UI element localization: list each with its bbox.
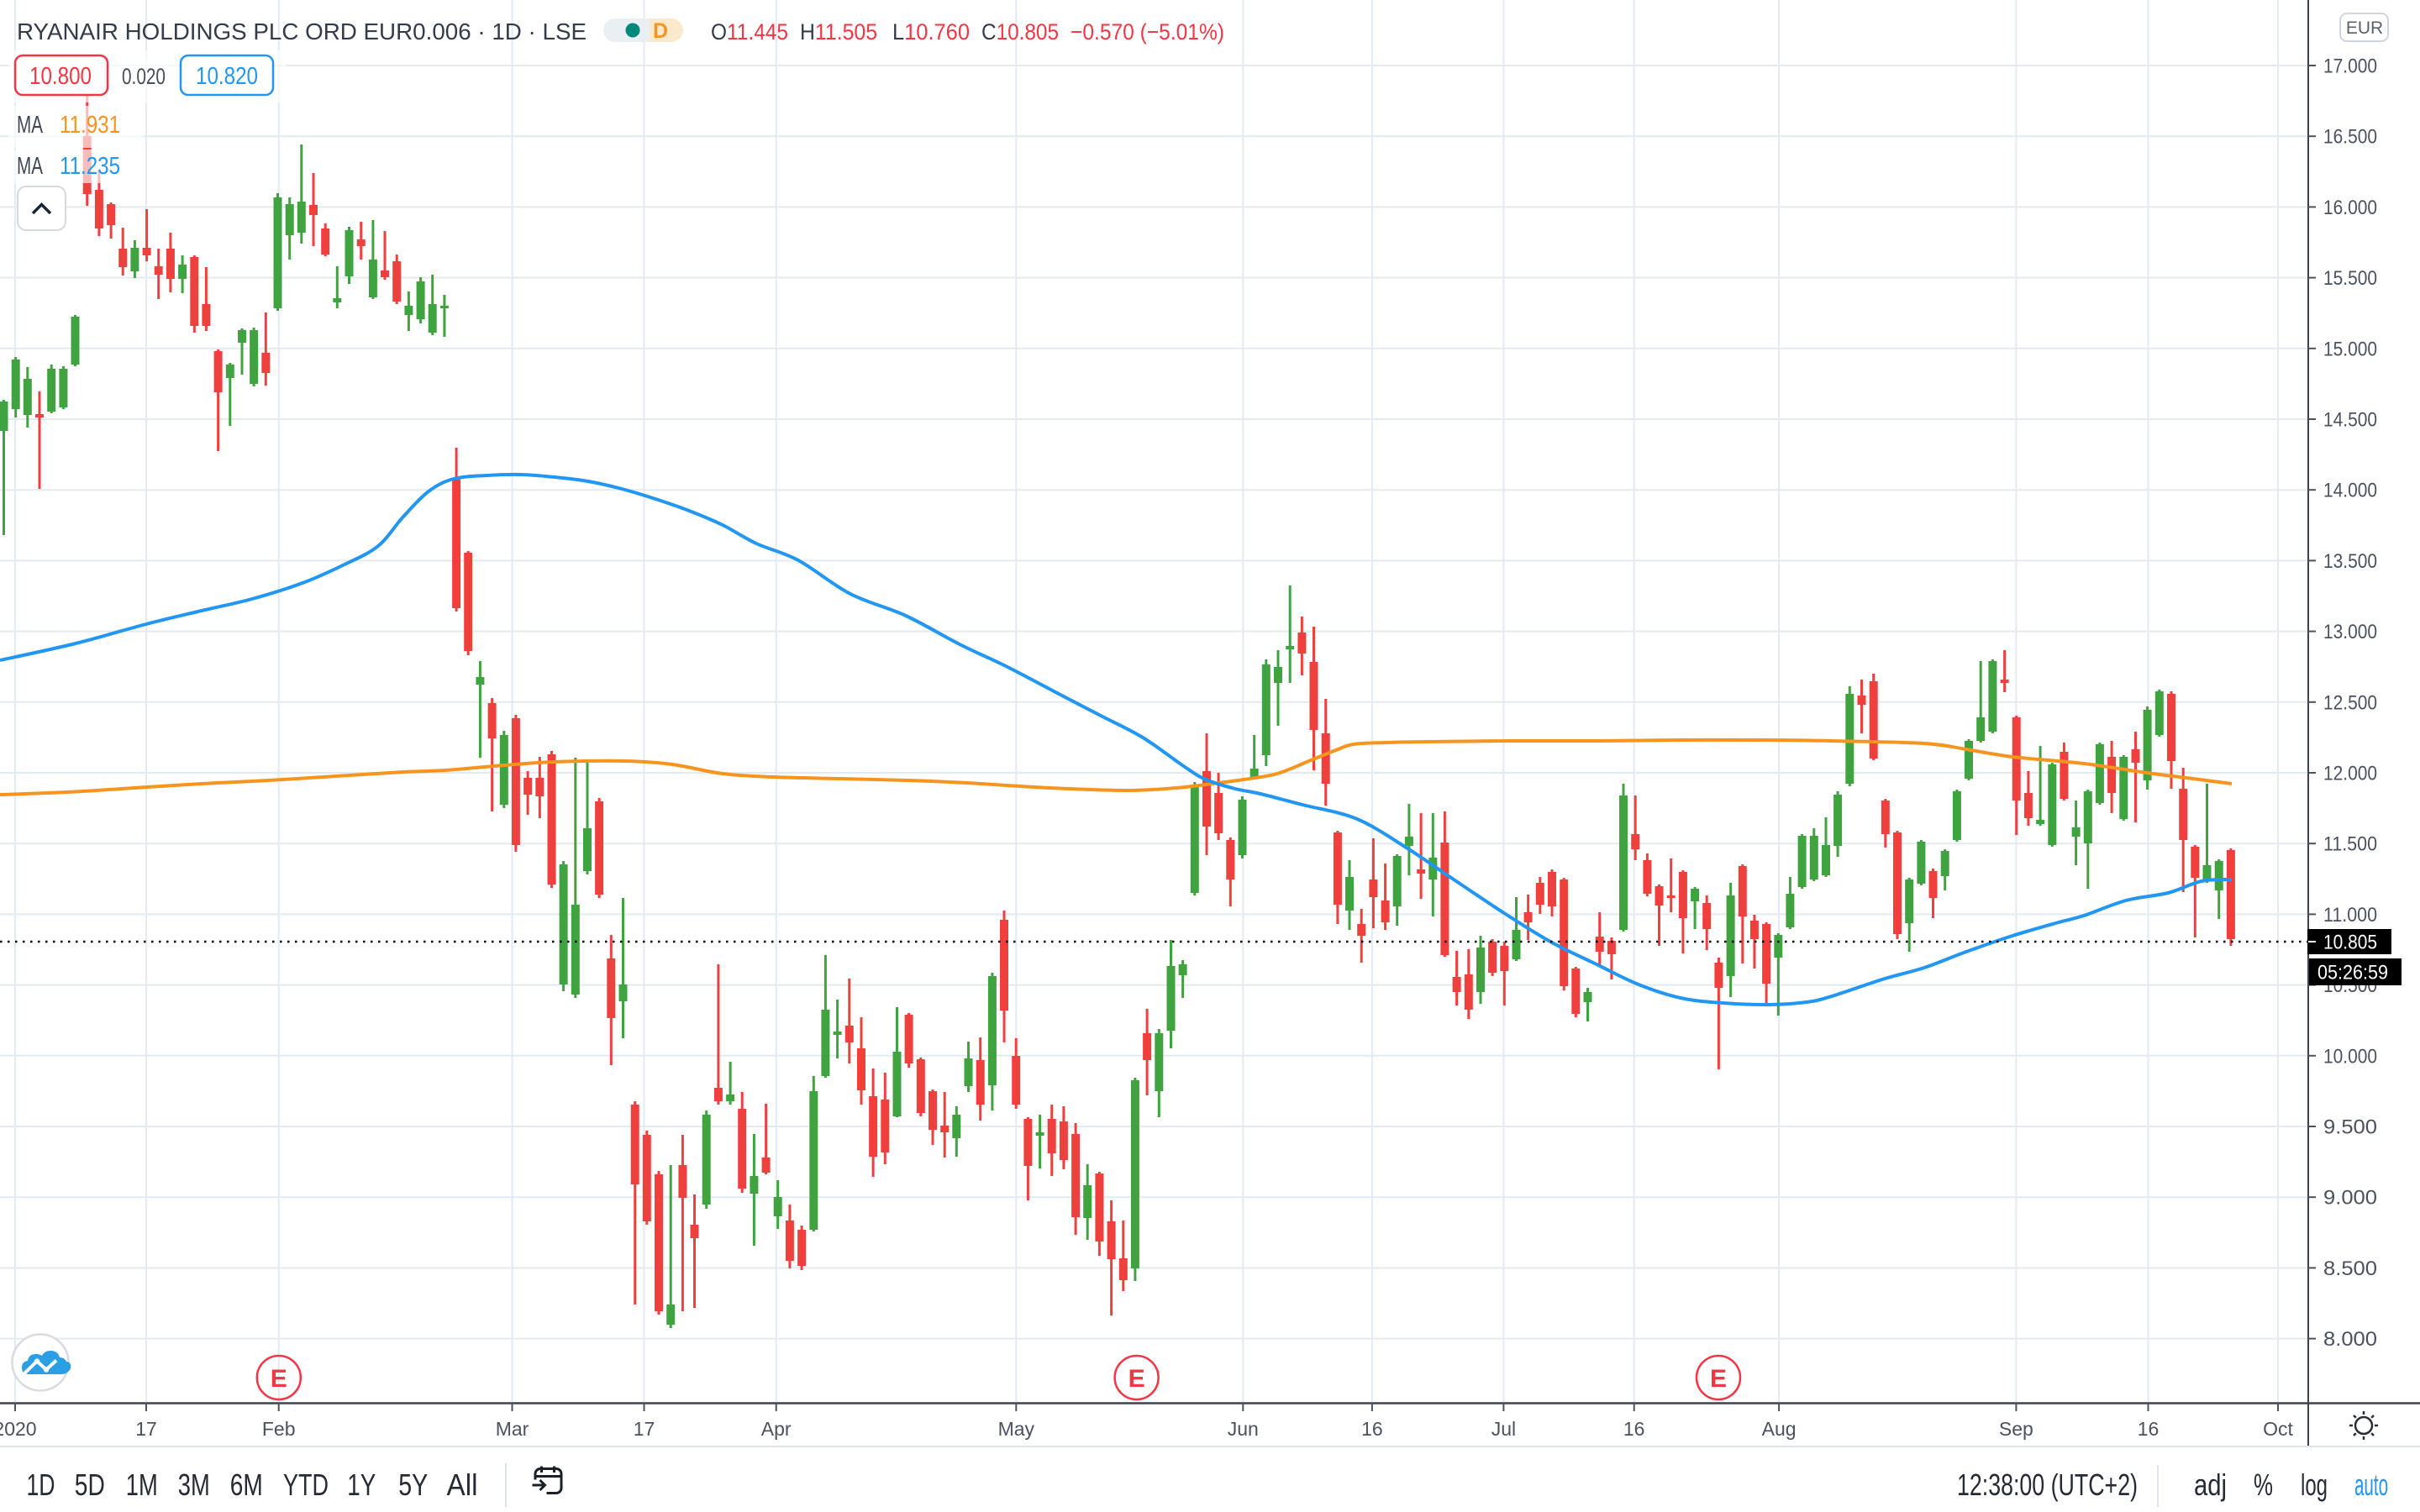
svg-text:9.500: 9.500 (2323, 1116, 2377, 1139)
svg-text:Jul: Jul (1491, 1418, 1516, 1440)
svg-text:5D: 5D (75, 1467, 105, 1502)
svg-text:1M: 1M (126, 1467, 158, 1502)
svg-text:17: 17 (634, 1418, 655, 1440)
svg-text:9.000: 9.000 (2323, 1187, 2377, 1210)
svg-text:17.000: 17.000 (2323, 55, 2377, 78)
svg-text:D: D (653, 19, 668, 43)
svg-text:14.000: 14.000 (2323, 480, 2377, 502)
svg-text:15.000: 15.000 (2323, 338, 2377, 360)
svg-text:17: 17 (135, 1418, 157, 1440)
svg-text:12:38:00 (UTC+2): 12:38:00 (UTC+2) (1957, 1467, 2138, 1502)
svg-text:10.000: 10.000 (2323, 1045, 2377, 1068)
svg-text:E: E (271, 1365, 287, 1393)
svg-text:10.820: 10.820 (196, 63, 258, 90)
svg-text:auto: auto (2354, 1467, 2388, 1502)
svg-text:10.805: 10.805 (2323, 932, 2377, 954)
svg-text:C10.805: C10.805 (981, 19, 1059, 45)
svg-text:%: % (2254, 1467, 2273, 1502)
svg-text:E: E (1710, 1365, 1727, 1393)
svg-text:MA: MA (17, 153, 43, 180)
svg-text:Apr: Apr (761, 1418, 792, 1440)
svg-text:11.500: 11.500 (2323, 833, 2377, 856)
svg-text:2020: 2020 (0, 1418, 37, 1440)
svg-text:11.235: 11.235 (60, 153, 120, 180)
svg-text:05:26:59: 05:26:59 (2317, 962, 2388, 984)
svg-text:12.000: 12.000 (2323, 763, 2377, 785)
svg-text:16: 16 (1623, 1418, 1645, 1440)
svg-text:adj: adj (2194, 1467, 2227, 1502)
svg-text:H11.505: H11.505 (800, 19, 877, 45)
svg-text:EUR: EUR (2346, 18, 2383, 38)
svg-text:1D: 1D (27, 1467, 55, 1502)
svg-text:6M: 6M (230, 1467, 263, 1502)
svg-text:Mar: Mar (496, 1418, 529, 1440)
svg-text:May: May (998, 1418, 1035, 1440)
svg-text:8.500: 8.500 (2323, 1257, 2377, 1280)
svg-text:15.500: 15.500 (2323, 267, 2377, 290)
svg-text:1Y: 1Y (347, 1467, 376, 1502)
svg-text:YTD: YTD (283, 1467, 329, 1502)
svg-text:11.931: 11.931 (60, 112, 120, 139)
svg-text:Aug: Aug (1762, 1418, 1797, 1440)
svg-text:16: 16 (1361, 1418, 1383, 1440)
svg-text:MA: MA (17, 112, 43, 139)
svg-text:16.500: 16.500 (2323, 126, 2377, 149)
svg-text:13.500: 13.500 (2323, 550, 2377, 573)
svg-text:RYANAIR HOLDINGS PLC ORD EUR0.: RYANAIR HOLDINGS PLC ORD EUR0.006 · 1D ·… (17, 18, 587, 45)
svg-text:14.500: 14.500 (2323, 409, 2377, 432)
svg-text:8.000: 8.000 (2323, 1328, 2377, 1351)
svg-text:13.000: 13.000 (2323, 621, 2377, 643)
svg-text:All: All (447, 1467, 478, 1502)
svg-text:16.000: 16.000 (2323, 197, 2377, 219)
svg-text:12.500: 12.500 (2323, 691, 2377, 714)
svg-text:10.800: 10.800 (29, 63, 92, 90)
svg-text:11.000: 11.000 (2323, 904, 2377, 927)
svg-text:L10.760: L10.760 (892, 19, 970, 45)
svg-text:3M: 3M (178, 1467, 210, 1502)
svg-text:Jun: Jun (1228, 1418, 1259, 1440)
svg-text:5Y: 5Y (398, 1467, 428, 1502)
svg-text:−0.570 (−5.01%): −0.570 (−5.01%) (1071, 19, 1224, 45)
svg-text:0.020: 0.020 (122, 64, 166, 89)
svg-text:Feb: Feb (262, 1418, 296, 1440)
svg-text:O11.445: O11.445 (711, 19, 788, 45)
svg-text:E: E (1128, 1365, 1145, 1393)
svg-text:log: log (2301, 1467, 2328, 1502)
svg-text:16: 16 (2138, 1418, 2160, 1440)
svg-text:Oct: Oct (2263, 1418, 2293, 1440)
svg-text:Sep: Sep (1999, 1418, 2033, 1440)
